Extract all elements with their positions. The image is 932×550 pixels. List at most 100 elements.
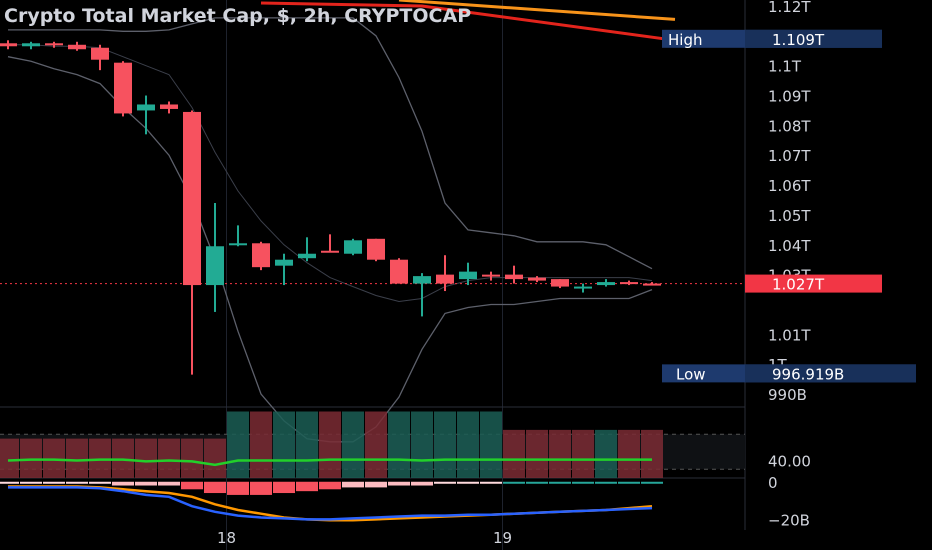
low-box-value-bg: [745, 364, 916, 383]
chart-title: Crypto Total Market Cap, $, 2h, CRYPTOCA…: [4, 5, 471, 27]
rsi-bar: [227, 411, 249, 478]
macd-histogram-bar: [227, 481, 249, 495]
candle-body: [413, 276, 431, 284]
macd-histogram-bar: [365, 481, 387, 488]
current-price-box: [745, 274, 882, 293]
price-axis: 1.12T 1.1T 1.09T 1.08T 1.07T 1.06T 1.05T 1.04T 1…: [768, 0, 811, 529]
macd-histogram-bar: [66, 481, 88, 484]
macd-tick-label: −20B: [768, 511, 810, 529]
y-tick-label: 1.09T: [768, 88, 811, 106]
candle-body: [321, 250, 339, 253]
rsi-bar: [66, 438, 88, 478]
macd-histogram-bar: [250, 481, 272, 495]
candle-body: [137, 104, 155, 111]
macd-histogram-bar: [43, 481, 65, 484]
macd-tick-label: 0: [768, 474, 778, 492]
y-tick-label: 1.01T: [768, 326, 811, 344]
rsi-bar: [273, 411, 295, 478]
macd-signal-line: [8, 485, 653, 522]
time-axis: 18 19: [217, 529, 512, 547]
current-price-label: 1.027T: [772, 276, 825, 294]
macd-histogram-bar: [388, 481, 410, 486]
macd-histogram-bar: [342, 481, 364, 488]
y-tick-label: 1.07T: [768, 147, 811, 165]
candle-body: [367, 238, 385, 260]
macd-histogram-bar: [181, 481, 203, 490]
y-tick-label: 1.05T: [768, 207, 811, 225]
rsi-pane: [0, 411, 663, 478]
bollinger-bands: [7, 17, 653, 443]
rsi-bar: [411, 411, 433, 478]
candle-body: [436, 274, 454, 284]
candle-body: [206, 246, 224, 286]
low-box-label: Low: [676, 365, 706, 383]
ma-red-line: [260, 1, 676, 42]
rsi-bar: [0, 438, 19, 478]
candle-body: [620, 282, 638, 285]
candle-body: [528, 277, 546, 281]
rsi-bar: [89, 438, 111, 478]
high-box-value-bg: [745, 29, 882, 48]
rsi-bar: [20, 438, 42, 478]
candle-body: [252, 243, 270, 268]
candle-body: [22, 43, 40, 47]
macd-histogram-bar: [618, 481, 640, 484]
candle-body: [390, 259, 408, 284]
high-box-label: High: [668, 31, 702, 49]
rsi-bar: [457, 411, 479, 478]
rsi-bar: [618, 429, 640, 478]
y-tick-label: 1.08T: [768, 117, 811, 135]
price-boxes: High 1.109T Low 996.919B 1.027T: [662, 29, 916, 383]
y-tick-label: 1.1T: [768, 58, 802, 76]
candle-body: [643, 283, 661, 286]
rsi-bar: [365, 411, 387, 478]
rsi-bar: [158, 438, 180, 478]
candle-body: [45, 43, 63, 46]
candle-body: [114, 62, 132, 114]
rsi-bar: [181, 438, 203, 478]
macd-histogram-bar: [549, 481, 571, 484]
y-tick-label: 1.12T: [768, 0, 811, 16]
macd-histogram-bar: [434, 481, 456, 484]
candlesticks: [0, 40, 661, 375]
macd-histogram-bar: [319, 481, 341, 490]
macd-histogram-bar: [89, 481, 111, 484]
band-middle-line: [8, 44, 653, 303]
macd-histogram-bar: [411, 481, 433, 486]
macd-histogram-bar: [20, 481, 42, 484]
rsi-bar: [595, 429, 617, 478]
y-tick-label: 1.04T: [768, 237, 811, 255]
candle-body: [482, 274, 500, 277]
rsi-bar: [250, 411, 272, 478]
macd-histogram-bar: [273, 481, 295, 494]
macd-histogram-bar: [158, 481, 180, 486]
macd-histogram-bar: [480, 481, 502, 484]
candle-body: [459, 271, 477, 280]
rsi-bar: [388, 411, 410, 478]
macd-histogram-bar: [112, 481, 134, 486]
candle-body: [0, 43, 17, 47]
candle-body: [298, 253, 316, 259]
rsi-bar: [572, 429, 594, 478]
macd-histogram-bar: [526, 481, 548, 484]
high-box-value: 1.109T: [772, 31, 825, 49]
x-tick-label: 18: [217, 529, 236, 547]
macd-line: [8, 486, 653, 521]
candle-body: [160, 104, 178, 109]
candle-body: [597, 282, 615, 286]
y-tick-label: 990B: [768, 386, 807, 404]
rsi-bar: [296, 411, 318, 478]
macd-histogram-bar: [572, 481, 594, 484]
macd-histogram-bar: [296, 481, 318, 492]
candle-body: [344, 240, 362, 254]
macd-histogram-bar: [641, 481, 663, 484]
rsi-bar: [480, 411, 502, 478]
macd-histogram-bar: [135, 481, 157, 486]
rsi-bar: [342, 411, 364, 478]
x-tick-label: 19: [493, 529, 512, 547]
candle-body: [229, 243, 247, 246]
macd-histogram-bar: [595, 481, 617, 484]
candle-body: [68, 44, 86, 50]
